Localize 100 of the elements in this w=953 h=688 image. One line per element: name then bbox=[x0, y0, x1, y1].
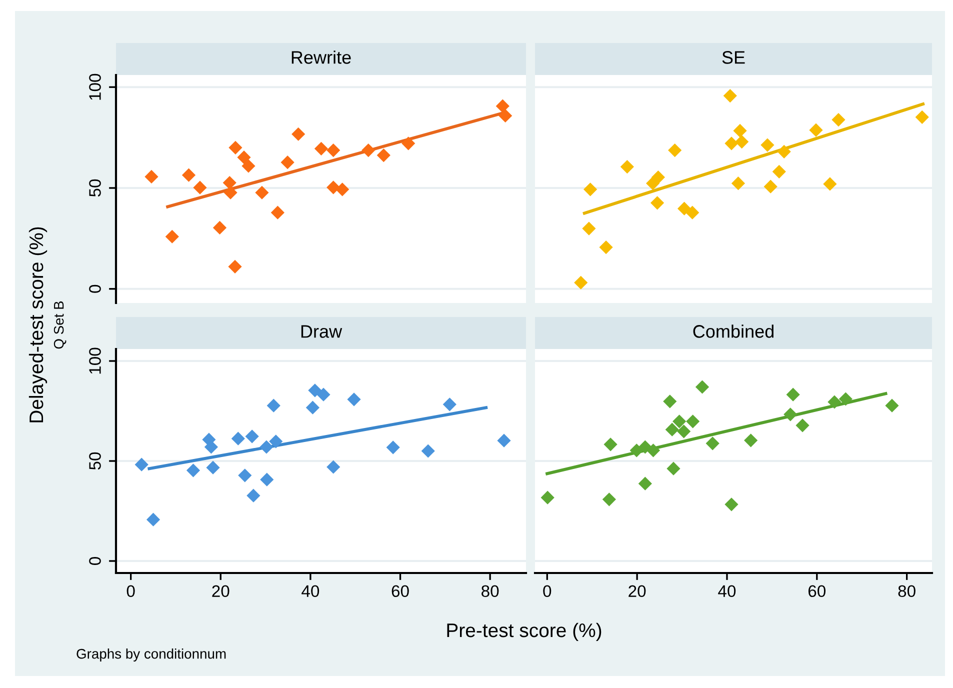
point bbox=[242, 159, 256, 173]
point bbox=[731, 176, 746, 190]
point bbox=[744, 434, 758, 448]
point bbox=[772, 164, 786, 178]
point bbox=[735, 134, 749, 149]
point bbox=[599, 240, 613, 254]
point bbox=[706, 436, 720, 450]
point bbox=[823, 177, 837, 191]
point bbox=[665, 422, 679, 436]
x-tick-label: 40 bbox=[718, 585, 736, 598]
point bbox=[182, 168, 196, 182]
x-tick-label: 0 bbox=[126, 585, 135, 598]
chart-title: Draw bbox=[301, 325, 342, 338]
point bbox=[915, 110, 929, 124]
point bbox=[638, 476, 652, 490]
chart-title: Combined bbox=[693, 324, 774, 338]
point bbox=[134, 458, 148, 472]
point bbox=[724, 136, 738, 150]
chart-title: SE bbox=[722, 51, 745, 64]
point bbox=[838, 392, 852, 406]
point bbox=[574, 276, 588, 290]
point bbox=[238, 468, 252, 482]
point bbox=[146, 512, 160, 526]
point bbox=[733, 124, 747, 138]
point bbox=[666, 462, 680, 476]
x-axis-title: Pre-test score (%) bbox=[447, 622, 602, 642]
point bbox=[602, 492, 616, 506]
x-tick-label: 80 bbox=[898, 585, 916, 598]
point bbox=[583, 182, 598, 196]
point bbox=[832, 112, 846, 127]
point bbox=[212, 220, 227, 235]
point bbox=[777, 144, 791, 158]
point bbox=[246, 488, 260, 502]
point bbox=[326, 180, 340, 194]
point bbox=[228, 140, 242, 154]
point bbox=[336, 182, 350, 196]
x-tick-label: 20 bbox=[212, 585, 230, 598]
point bbox=[442, 398, 456, 412]
point bbox=[796, 418, 810, 432]
point bbox=[347, 392, 361, 406]
point bbox=[280, 156, 294, 170]
point bbox=[222, 176, 236, 190]
point bbox=[144, 170, 158, 184]
point bbox=[193, 180, 207, 194]
x-tick-label: 60 bbox=[392, 585, 409, 598]
point bbox=[784, 408, 798, 422]
point bbox=[497, 434, 511, 448]
point bbox=[760, 138, 774, 152]
point bbox=[316, 388, 330, 402]
point bbox=[421, 444, 435, 458]
point bbox=[326, 460, 340, 474]
point bbox=[237, 150, 251, 164]
x-tick-label: 40 bbox=[302, 585, 320, 598]
point bbox=[224, 186, 238, 200]
point bbox=[651, 170, 665, 184]
point bbox=[724, 498, 738, 512]
chart-title: Rewrite bbox=[292, 50, 351, 64]
point bbox=[386, 440, 400, 454]
point bbox=[582, 222, 596, 236]
point bbox=[204, 440, 218, 454]
point bbox=[306, 400, 320, 414]
point bbox=[764, 180, 778, 194]
point bbox=[620, 160, 634, 174]
point bbox=[650, 196, 664, 210]
point bbox=[255, 186, 269, 200]
point bbox=[186, 464, 200, 478]
point bbox=[362, 143, 376, 158]
point bbox=[228, 260, 242, 274]
point bbox=[723, 88, 737, 103]
point bbox=[326, 143, 340, 158]
y-tick-label: 0 bbox=[89, 284, 101, 293]
point bbox=[786, 388, 800, 402]
x-tick-label: 80 bbox=[482, 585, 499, 598]
point bbox=[668, 143, 682, 158]
text: Graphs by conditionnum bbox=[76, 648, 226, 662]
point bbox=[376, 148, 390, 162]
point bbox=[828, 395, 842, 409]
point bbox=[231, 432, 245, 446]
point bbox=[885, 398, 899, 412]
point bbox=[269, 434, 283, 448]
y-tick-label: 100 bbox=[89, 348, 101, 374]
point bbox=[206, 460, 220, 474]
point bbox=[308, 384, 322, 398]
point bbox=[270, 206, 284, 220]
point bbox=[540, 490, 554, 504]
x-tick-label: 20 bbox=[628, 585, 646, 598]
point bbox=[663, 394, 677, 408]
point bbox=[496, 99, 510, 113]
x-tick-label: 60 bbox=[808, 585, 826, 598]
point bbox=[809, 123, 823, 137]
point bbox=[695, 380, 710, 394]
point bbox=[314, 142, 328, 156]
point bbox=[165, 230, 179, 244]
point bbox=[498, 108, 512, 123]
point bbox=[686, 206, 700, 220]
point bbox=[604, 438, 618, 452]
point bbox=[402, 136, 416, 150]
y-tick-label: 100 bbox=[89, 74, 101, 100]
y-tick-label: 50 bbox=[89, 179, 101, 197]
text: Q Set B bbox=[54, 301, 66, 349]
